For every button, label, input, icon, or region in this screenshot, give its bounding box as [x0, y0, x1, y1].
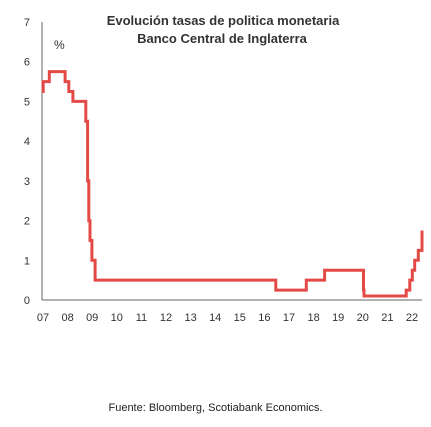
x-tick-label: 17	[283, 312, 295, 324]
y-tick-label: 4	[24, 136, 30, 148]
x-axis: 07 08 09 10 11 12 13 14 15 16 17 18 19 20 21 22	[37, 312, 418, 324]
policy-rate-line	[41, 70, 424, 298]
y-tick-label: 2	[24, 216, 30, 228]
x-tick-label: 21	[381, 312, 393, 324]
x-tick-label: 19	[332, 312, 344, 324]
y-axis: 0 1 2 3 4 5 6 7	[24, 17, 30, 307]
y-tick-label: 7	[24, 17, 30, 29]
x-tick-label: 20	[357, 312, 369, 324]
x-tick-label: 11	[136, 312, 147, 324]
x-tick-label: 09	[86, 312, 98, 324]
chart-title: Evolución tasas de politica monetaria	[107, 13, 340, 28]
chart-subtitle: Banco Central de Inglaterra	[137, 31, 308, 46]
y-tick-label: 3	[24, 176, 30, 188]
x-tick-label: 13	[184, 312, 196, 324]
y-axis-unit-label: %	[54, 38, 65, 52]
x-tick-label: 16	[258, 312, 270, 324]
x-tick-label: 07	[37, 312, 49, 324]
y-tick-label: 6	[24, 57, 30, 69]
y-tick-label: 1	[24, 255, 30, 267]
y-tick-label: 5	[24, 96, 30, 108]
x-tick-label: 10	[111, 312, 123, 324]
x-tick-label: 15	[234, 312, 246, 324]
x-tick-label: 08	[61, 312, 73, 324]
x-tick-label: 12	[160, 312, 172, 324]
y-tick-label: 0	[24, 295, 30, 307]
x-tick-label: 18	[307, 312, 319, 324]
source-note: Fuente: Bloomberg, Scotiabank Economics.	[108, 402, 323, 414]
x-tick-label: 14	[209, 312, 221, 324]
x-tick-label: 22	[406, 312, 418, 324]
